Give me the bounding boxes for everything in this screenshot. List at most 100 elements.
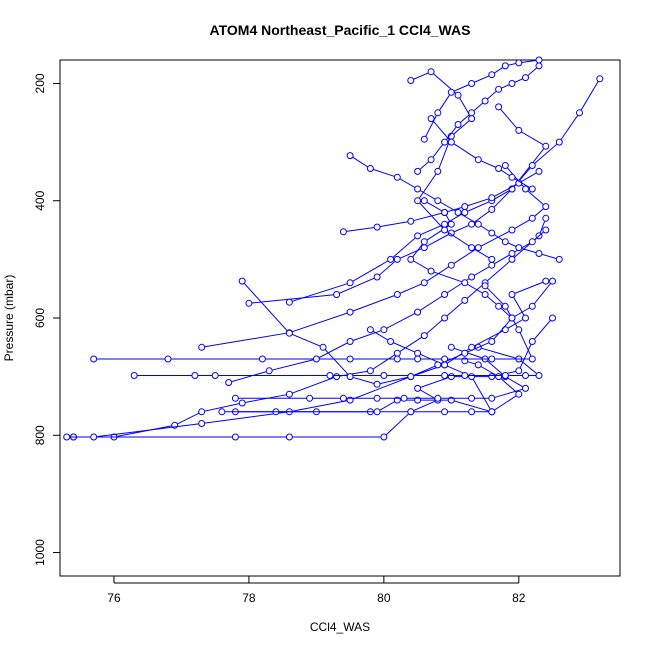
data-point	[468, 80, 476, 87]
data-point	[501, 238, 509, 246]
y-tick-label: 400	[33, 190, 47, 210]
data-point	[522, 384, 529, 392]
data-point	[535, 250, 543, 257]
data-point	[461, 349, 469, 357]
series-8	[90, 282, 536, 363]
data-point	[420, 332, 428, 340]
series-line	[93, 285, 534, 360]
data-point	[393, 173, 401, 181]
series-5	[218, 326, 496, 416]
data-point	[434, 394, 442, 402]
data-point	[447, 261, 455, 269]
x-tick-label: 78	[242, 591, 256, 605]
x-axis-label: CCl4_WAS	[310, 620, 370, 634]
y-tick-label: 800	[33, 425, 47, 445]
data-point	[528, 214, 536, 222]
data-point	[528, 338, 536, 345]
series-line	[248, 106, 547, 304]
data-point	[191, 372, 199, 379]
data-point	[454, 121, 462, 128]
data-point	[434, 197, 442, 205]
data-point	[380, 433, 388, 441]
data-point	[346, 338, 354, 345]
data-point	[414, 185, 422, 193]
data-point	[461, 203, 469, 211]
data-point	[447, 88, 455, 96]
data-point	[468, 109, 476, 117]
data-point	[427, 68, 435, 76]
data-point	[508, 255, 516, 263]
data-point	[427, 156, 435, 164]
series-line	[66, 280, 546, 438]
data-point	[488, 206, 496, 213]
series-19	[420, 56, 543, 143]
y-tick-label: 600	[33, 308, 47, 328]
data-point	[198, 420, 206, 427]
data-point	[420, 279, 428, 287]
series-line	[228, 229, 547, 383]
data-point	[508, 250, 516, 257]
data-point	[245, 299, 253, 307]
data-point	[522, 314, 529, 322]
data-point	[393, 291, 401, 298]
data-point	[90, 433, 98, 441]
y-tick-label: 1000	[33, 539, 47, 566]
data-point	[515, 367, 523, 375]
series-7	[130, 343, 543, 379]
data-point	[414, 167, 422, 175]
data-point	[515, 244, 523, 252]
data-point	[542, 277, 550, 285]
data-point	[414, 308, 422, 316]
series-line	[417, 65, 540, 172]
data-point	[346, 355, 354, 363]
y-axis: 200 400 600 800 1000	[33, 73, 60, 566]
data-point	[434, 109, 442, 117]
data-point	[488, 255, 496, 263]
series-line	[73, 317, 553, 438]
data-point	[488, 194, 496, 202]
data-point	[387, 255, 395, 263]
data-point	[488, 373, 496, 381]
data-point	[454, 209, 462, 216]
data-point	[218, 408, 226, 416]
data-point	[515, 126, 523, 134]
data-point	[474, 156, 482, 164]
data-point	[501, 302, 509, 310]
data-point	[380, 372, 388, 379]
data-point	[407, 77, 415, 84]
data-point	[488, 394, 496, 402]
data-point	[420, 135, 428, 143]
data-point	[441, 226, 449, 234]
data-point	[285, 298, 293, 306]
data-point	[414, 384, 422, 392]
data-point	[468, 273, 476, 281]
data-point	[346, 373, 354, 381]
data-point	[238, 399, 246, 407]
data-point	[528, 162, 536, 169]
data-point	[441, 314, 449, 322]
data-point	[366, 367, 374, 375]
series-9	[198, 162, 550, 351]
x-axis: 76 78 80 82	[107, 576, 526, 605]
series-15	[346, 152, 563, 263]
data-point	[346, 279, 354, 287]
data-point	[447, 220, 455, 228]
data-point	[488, 408, 496, 416]
x-tick-label: 80	[377, 591, 391, 605]
data-point	[164, 355, 172, 363]
data-point	[407, 255, 415, 263]
series-line	[410, 71, 493, 260]
data-point	[555, 138, 563, 146]
data-point	[258, 355, 266, 363]
data-point	[596, 75, 604, 83]
data-point	[312, 355, 320, 363]
series-line	[73, 218, 547, 438]
data-point	[474, 244, 482, 252]
data-point	[393, 349, 401, 357]
series-13	[225, 226, 550, 386]
data-point	[495, 85, 503, 93]
data-point	[508, 80, 516, 87]
data-point	[508, 173, 516, 181]
data-point	[468, 220, 476, 228]
